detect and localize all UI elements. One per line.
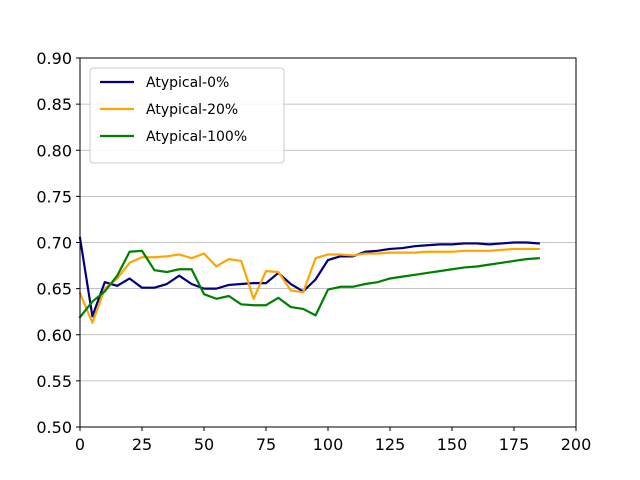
x-tick-label: 125 xyxy=(375,435,406,454)
x-tick-label: 75 xyxy=(256,435,276,454)
legend-label: Atypical-0% xyxy=(146,75,229,91)
y-tick-label: 0.80 xyxy=(36,141,72,160)
x-tick-label: 150 xyxy=(437,435,468,454)
y-tick-label: 0.75 xyxy=(36,187,72,206)
y-tick-label: 0.70 xyxy=(36,234,72,253)
x-tick-label: 200 xyxy=(561,435,592,454)
series-lines xyxy=(78,236,540,324)
series-line-atypical-20 xyxy=(78,247,540,324)
y-tick-label: 0.60 xyxy=(36,326,72,345)
y-tick-label: 0.55 xyxy=(36,372,72,391)
x-tick-label: 100 xyxy=(313,435,344,454)
x-tick-label: 0 xyxy=(75,435,85,454)
legend-label: Atypical-100% xyxy=(146,129,247,145)
x-tick-label: 175 xyxy=(499,435,530,454)
axis-ticks: 0.50 0.55 0.60 0.65 0.70 0.75 0.80 0.85 0.90 0 25 5… xyxy=(36,49,591,454)
x-tick-label: 25 xyxy=(132,435,152,454)
legend-box xyxy=(89,67,285,164)
legend-label: Atypical-20% xyxy=(146,102,238,118)
y-tick-label: 0.90 xyxy=(36,49,72,68)
series-line-atypical-0 xyxy=(78,236,540,318)
x-tick-label: 50 xyxy=(194,435,214,454)
legend: Atypical-0% Atypical-20% Atypical-100% xyxy=(89,67,285,164)
series-line-atypical-100 xyxy=(78,249,540,319)
y-tick-label: 0.85 xyxy=(36,95,72,114)
y-tick-label: 0.50 xyxy=(36,418,72,437)
y-tick-label: 0.65 xyxy=(36,280,72,299)
